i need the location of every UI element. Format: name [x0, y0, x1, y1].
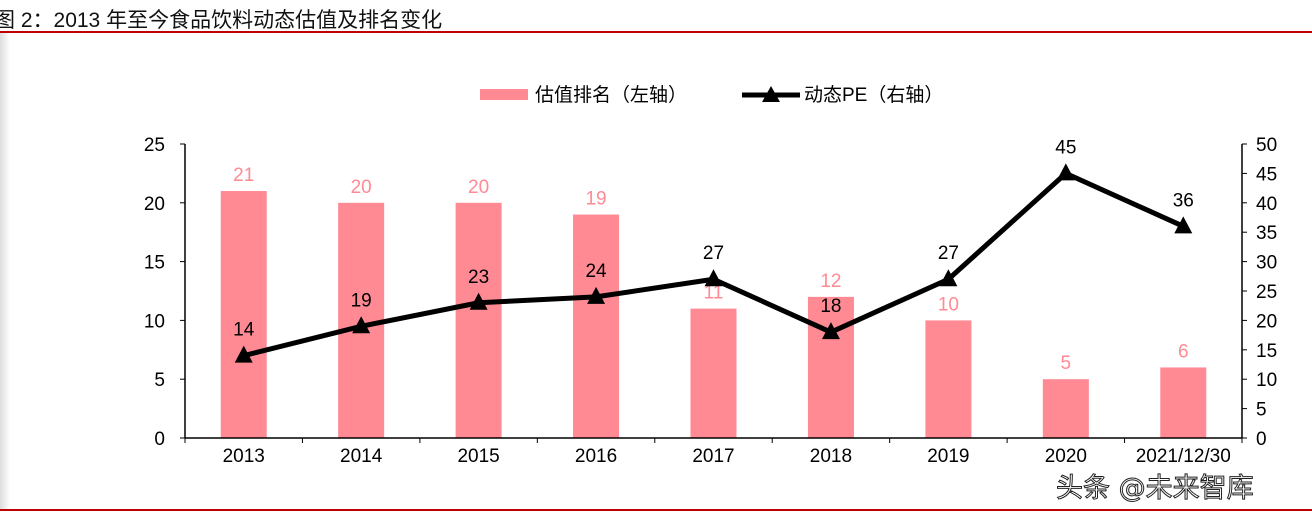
bar-label: 5	[1061, 353, 1072, 374]
pe-label: 23	[468, 267, 489, 288]
pe-marker-2019	[939, 269, 958, 287]
pe-marker-2017	[704, 269, 723, 287]
legend-label-bar: 估值排名（左轴）	[535, 84, 687, 106]
right-tick-label: 10	[1256, 370, 1277, 391]
x-tick-label: 2018	[810, 446, 852, 467]
pe-label: 27	[938, 243, 959, 264]
watermark: 头条 @未来智库	[1056, 473, 1255, 505]
pe-label: 45	[1055, 137, 1076, 158]
bar-label: 20	[468, 177, 489, 198]
pe-label: 14	[233, 320, 255, 341]
x-tick-label: 2019	[927, 446, 969, 467]
right-tick-label: 40	[1256, 194, 1277, 215]
right-tick-label: 15	[1256, 341, 1277, 362]
pe-marker-2021/12/30	[1174, 216, 1193, 234]
pe-marker-2013	[234, 345, 253, 363]
bar-2020	[1042, 379, 1089, 438]
right-tick-label: 0	[1256, 429, 1267, 450]
pe-marker-2015	[469, 292, 488, 310]
pe-label: 27	[703, 243, 724, 264]
figure-title: 图 2：2013 年至今食品饮料动态估值及排名变化	[0, 9, 443, 32]
pe-marker-2020	[1056, 163, 1075, 181]
bar-label: 11	[704, 283, 724, 304]
pe-marker-2016	[587, 286, 606, 304]
bar-2019	[925, 320, 972, 438]
left-tick-label: 10	[144, 311, 165, 332]
pe-marker-2018	[821, 322, 840, 340]
bar-label: 12	[820, 271, 841, 292]
left-tick-label: 25	[144, 135, 165, 156]
x-tick-label: 2014	[340, 446, 383, 467]
x-tick-label: 2017	[692, 446, 734, 467]
left-tick-label: 20	[144, 194, 165, 215]
page-edge-shadow	[0, 33, 10, 509]
pe-label: 24	[585, 261, 607, 282]
x-tick-label: 2021/12/30	[1136, 446, 1231, 467]
legend-label-line: 动态PE（右轴）	[804, 84, 943, 106]
right-tick-label: 50	[1256, 135, 1277, 156]
legend-swatch-bar	[480, 89, 528, 100]
x-tick-label: 2015	[457, 446, 499, 467]
bottom-divider	[0, 509, 1312, 511]
pe-label: 18	[820, 296, 841, 317]
x-tick-label: 2020	[1045, 446, 1087, 467]
bar-2013	[220, 191, 267, 438]
left-tick-label: 0	[154, 429, 165, 450]
left-tick-label: 5	[154, 370, 165, 391]
pe-marker-2014	[352, 316, 371, 334]
right-tick-label: 35	[1256, 223, 1277, 244]
left-tick-label: 15	[144, 253, 165, 274]
bar-2021/12/30	[1160, 367, 1207, 438]
x-tick-label: 2016	[575, 446, 617, 467]
bar-label: 21	[233, 165, 254, 186]
pe-label: 19	[351, 290, 372, 311]
bar-2017	[690, 308, 737, 438]
bar-2016	[573, 214, 620, 438]
title-divider	[0, 31, 1312, 33]
bar-label: 19	[585, 189, 606, 210]
right-tick-label: 20	[1256, 311, 1277, 332]
pe-label: 36	[1173, 190, 1194, 211]
right-tick-label: 5	[1256, 400, 1267, 421]
bar-2015	[455, 202, 502, 438]
x-tick-label: 2013	[223, 446, 265, 467]
right-tick-label: 25	[1256, 282, 1277, 303]
bar-label: 10	[938, 294, 959, 315]
bar-2018	[807, 296, 854, 438]
bar-label: 20	[351, 177, 372, 198]
right-tick-label: 45	[1256, 164, 1277, 185]
legend-marker-triangle	[762, 86, 780, 102]
bar-label: 6	[1178, 341, 1189, 362]
right-tick-label: 30	[1256, 253, 1277, 274]
